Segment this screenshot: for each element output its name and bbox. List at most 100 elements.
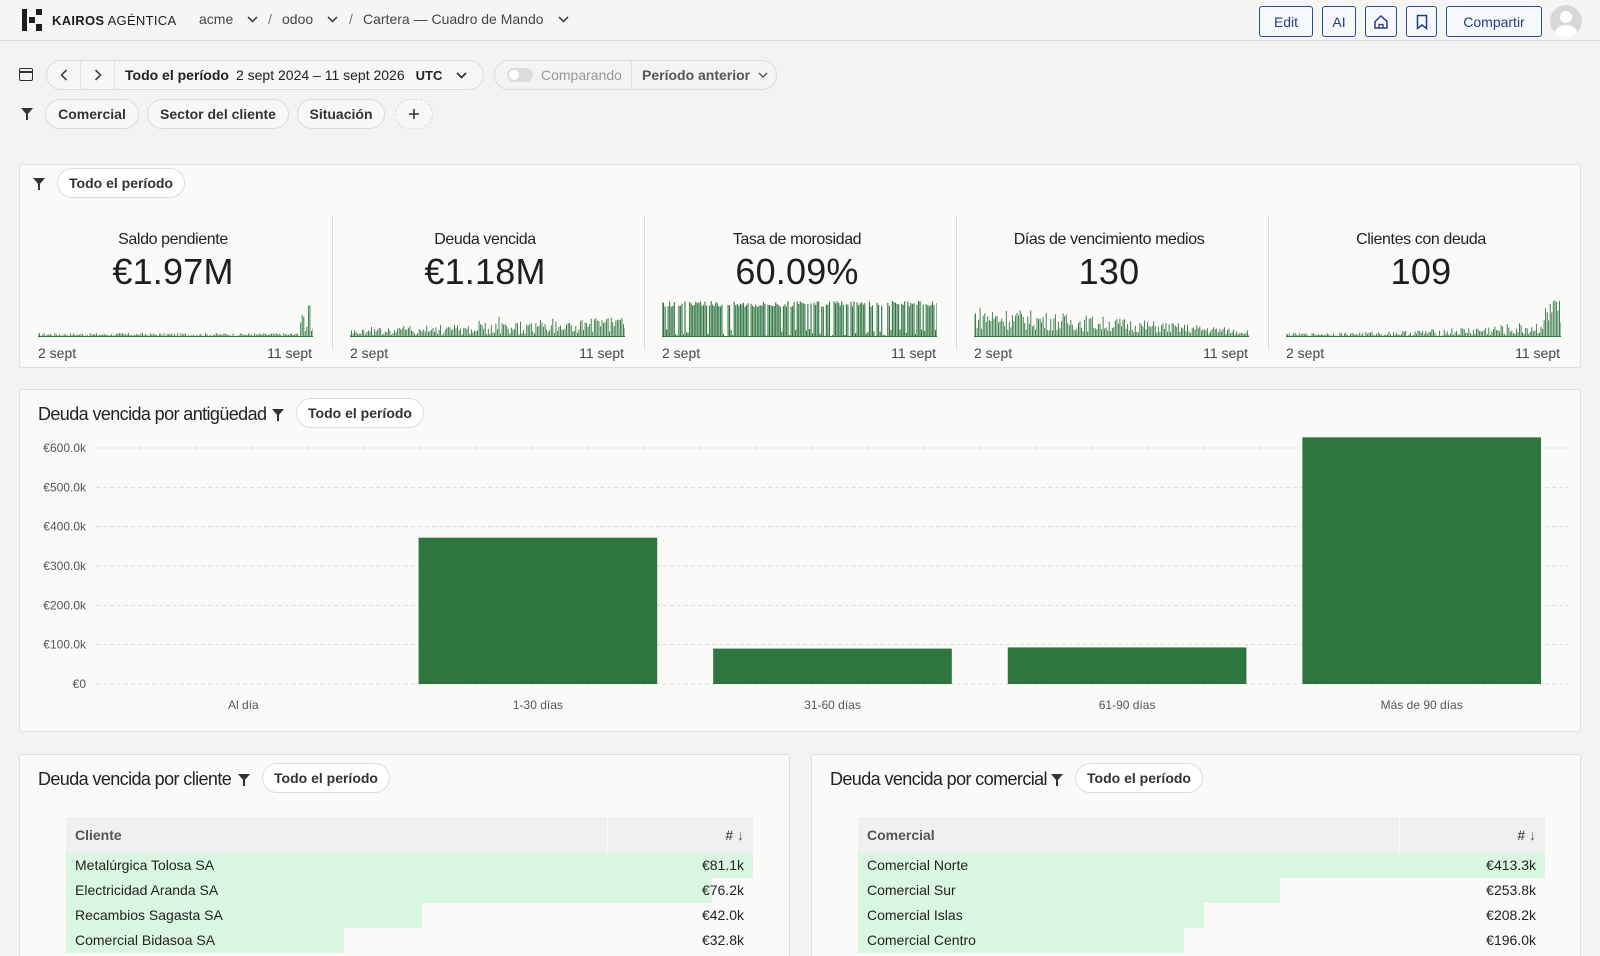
breadcrumb-project[interactable]: odoo bbox=[282, 11, 338, 27]
chevron-down-icon bbox=[456, 71, 467, 79]
kpi-divider bbox=[1268, 215, 1269, 350]
logo-mark-icon bbox=[22, 9, 46, 31]
row-share-bar bbox=[66, 878, 712, 903]
sparkline-path bbox=[974, 307, 1249, 337]
row-value: €81.1k bbox=[701, 857, 744, 873]
bar bbox=[418, 537, 658, 684]
filter-chip-sector[interactable]: Sector del cliente bbox=[147, 99, 289, 129]
row-share-bar bbox=[66, 853, 753, 878]
column-header-value[interactable]: # ↓ bbox=[725, 827, 744, 843]
table-row[interactable]: Comercial Centro €196.0k bbox=[858, 928, 1545, 953]
chevron-down-icon bbox=[247, 15, 258, 23]
compare-control: Comparando Período anterior bbox=[494, 60, 777, 90]
table-row[interactable]: Comercial Bidasoa SA €32.8k bbox=[66, 928, 753, 953]
kpi-start-date: 2 sept bbox=[350, 345, 389, 361]
kpi-card-clientes[interactable]: Clientes con deuda 109 2 sept 11 sept bbox=[1268, 221, 1574, 371]
breadcrumb-dashboard[interactable]: Cartera — Cuadro de Mando bbox=[363, 11, 569, 27]
chevron-down-icon bbox=[327, 15, 338, 23]
sparkline-path bbox=[662, 301, 937, 337]
table-row[interactable]: Metalúrgica Tolosa SA €81.1k bbox=[66, 853, 753, 878]
kpi-card-dias[interactable]: Días de vencimiento medios 130 2 sept 11… bbox=[956, 221, 1262, 371]
sort-desc-icon: ↓ bbox=[737, 827, 744, 843]
previous-period-button[interactable] bbox=[47, 61, 81, 89]
aging-bar-chart: €0 €100.0k €200.0k €300.0k €400.0k €500.0k €60… bbox=[43, 437, 1569, 712]
y-tick-label: €400.0k bbox=[43, 520, 87, 534]
kpi-card-morosidad[interactable]: Tasa de morosidad 60.09% 2 sept 11 sept bbox=[644, 221, 950, 371]
brand-logo[interactable]: KAIROS AGÉNTICA bbox=[22, 9, 176, 31]
row-value: €253.8k bbox=[1486, 882, 1536, 898]
table-row[interactable]: Comercial Sur €253.8k bbox=[858, 878, 1545, 903]
x-tick-label: Al día bbox=[228, 698, 259, 712]
filter-icon[interactable] bbox=[238, 774, 250, 786]
row-share-bar bbox=[858, 853, 1545, 878]
avatar[interactable] bbox=[1550, 5, 1582, 37]
home-button[interactable] bbox=[1365, 6, 1397, 37]
kpi-title: Deuda vencida bbox=[434, 231, 536, 248]
y-tick-label: €600.0k bbox=[43, 441, 87, 455]
kpi-start-date: 2 sept bbox=[662, 345, 701, 361]
add-filter-button[interactable] bbox=[395, 99, 433, 129]
filter-icon[interactable] bbox=[33, 178, 45, 190]
brand-name-light: AGÉNTICA bbox=[107, 12, 177, 28]
x-tick-label: 31-60 días bbox=[804, 698, 861, 712]
compare-label: Comparando bbox=[541, 67, 622, 83]
bar bbox=[1007, 647, 1247, 684]
bookmark-button[interactable] bbox=[1406, 6, 1437, 37]
kpi-sparkline bbox=[350, 316, 625, 337]
date-range-dropdown[interactable]: Todo el período 2 sept 2024 – 11 sept 20… bbox=[115, 67, 467, 83]
kpi-card-deuda[interactable]: Deuda vencida €1.18M 2 sept 11 sept bbox=[332, 221, 638, 371]
table-row[interactable]: Recambios Sagasta SA €42.0k bbox=[66, 903, 753, 928]
filter-chip-situacion[interactable]: Situación bbox=[297, 99, 385, 129]
breadcrumb-org[interactable]: acme bbox=[199, 11, 258, 27]
aging-period-chip[interactable]: Todo el período bbox=[296, 398, 424, 428]
kpi-divider bbox=[956, 215, 957, 350]
kpi-start-date: 2 sept bbox=[1286, 345, 1325, 361]
filter-icon[interactable] bbox=[272, 409, 284, 421]
table-row[interactable]: Electricidad Aranda SA €76.2k bbox=[66, 878, 753, 903]
row-share-bar bbox=[66, 903, 422, 928]
row-share-bar bbox=[858, 928, 1184, 953]
kpi-end-date: 11 sept bbox=[1203, 345, 1248, 361]
row-name: Electricidad Aranda SA bbox=[75, 882, 219, 898]
calendar-icon[interactable] bbox=[19, 68, 33, 81]
client-panel-title: Deuda vencida por cliente bbox=[38, 769, 232, 789]
column-header-cliente[interactable]: Cliente bbox=[75, 827, 122, 843]
kpi-start-date: 2 sept bbox=[38, 345, 77, 361]
kpi-value: 109 bbox=[1390, 251, 1452, 292]
y-tick-label: €300.0k bbox=[43, 559, 87, 573]
kpi-card-saldo[interactable]: Saldo pendiente €1.97M 2 sept 11 sept bbox=[20, 221, 326, 371]
kpi-end-date: 11 sept bbox=[891, 345, 936, 361]
column-header-comercial[interactable]: Comercial bbox=[867, 827, 935, 843]
previous-period-dropdown[interactable]: Período anterior bbox=[631, 61, 768, 89]
compare-toggle[interactable] bbox=[507, 68, 533, 82]
row-share-bar bbox=[858, 903, 1205, 928]
filter-icon[interactable] bbox=[1051, 774, 1063, 786]
home-icon bbox=[1374, 14, 1388, 29]
kpi-period-chip[interactable]: Todo el período bbox=[57, 168, 185, 198]
client-debt-panel: Deuda vencida por cliente Todo el períod… bbox=[19, 754, 790, 956]
row-name: Comercial Bidasoa SA bbox=[75, 932, 216, 948]
breadcrumb-project-label: odoo bbox=[282, 11, 314, 27]
kpi-sparkline bbox=[38, 305, 313, 337]
kpi-end-date: 11 sept bbox=[1515, 345, 1560, 361]
column-header-value[interactable]: # ↓ bbox=[1517, 827, 1536, 843]
ai-button[interactable]: AI bbox=[1322, 6, 1356, 37]
x-tick-label: 61-90 días bbox=[1099, 698, 1156, 712]
sales-period-chip[interactable]: Todo el período bbox=[1075, 763, 1203, 793]
sparkline-path bbox=[1286, 300, 1561, 337]
kpi-sparkline bbox=[1286, 300, 1561, 337]
table-row[interactable]: Comercial Islas €208.2k bbox=[858, 903, 1545, 928]
kpi-title: Saldo pendiente bbox=[118, 231, 228, 248]
sales-debt-panel: Deuda vencida por comercial Todo el perí… bbox=[811, 754, 1581, 956]
y-tick-label: €500.0k bbox=[43, 480, 87, 494]
client-period-chip[interactable]: Todo el período bbox=[262, 763, 390, 793]
bar bbox=[1302, 437, 1542, 684]
next-period-button[interactable] bbox=[81, 61, 115, 89]
edit-button[interactable]: Edit bbox=[1259, 6, 1313, 37]
y-tick-label: €200.0k bbox=[43, 598, 87, 612]
share-button[interactable]: Compartir bbox=[1446, 6, 1542, 37]
chevron-down-icon bbox=[758, 72, 768, 78]
table-row[interactable]: Comercial Norte €413.3k bbox=[858, 853, 1545, 878]
period-range: 2 sept 2024 – 11 sept 2026 bbox=[235, 67, 405, 83]
filter-chip-comercial[interactable]: Comercial bbox=[45, 99, 139, 129]
